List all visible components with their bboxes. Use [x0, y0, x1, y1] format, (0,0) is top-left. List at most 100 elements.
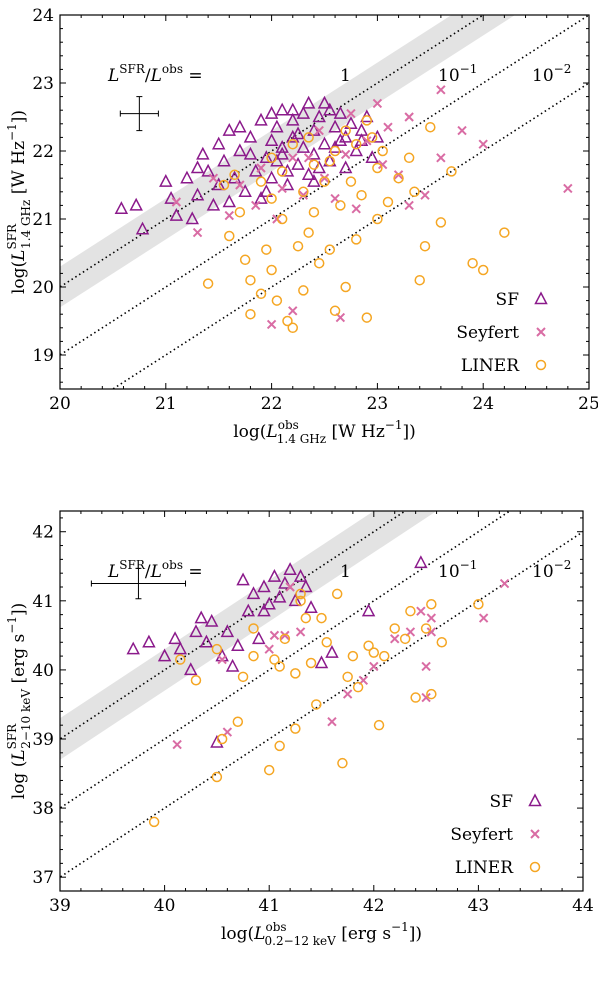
- sf-point: [257, 579, 271, 593]
- seyfert-point: [457, 125, 467, 136]
- ratio-line-0.1: [60, 15, 589, 356]
- legend-label: Seyfert: [456, 323, 519, 343]
- liner-point: [324, 155, 336, 167]
- liner-point: [345, 176, 357, 187]
- liner-point: [298, 186, 309, 198]
- legend-label: Seyfert: [450, 825, 513, 845]
- liner-point: [352, 681, 364, 693]
- sf-point: [222, 194, 237, 208]
- plot-area: [60, 511, 583, 879]
- liner-point: [321, 637, 332, 648]
- liner-point: [274, 740, 285, 752]
- liner-point: [382, 196, 394, 208]
- sf-point: [206, 197, 221, 211]
- liner-point: [340, 281, 351, 293]
- liner-point: [263, 764, 275, 776]
- liner-point: [271, 295, 283, 306]
- ticks: [59, 14, 590, 389]
- sf-point: [262, 596, 276, 610]
- liner-point: [287, 138, 299, 150]
- liner-point: [303, 132, 314, 143]
- liner-point: [290, 668, 301, 679]
- sf-point: [307, 173, 321, 187]
- sf-point: [338, 160, 353, 174]
- sf-point: [114, 201, 129, 215]
- liner-point: [409, 186, 420, 198]
- x-tick-label: 23: [367, 394, 389, 414]
- seyfert-point: [192, 227, 203, 238]
- sf-point: [254, 190, 268, 204]
- sf-point: [286, 102, 300, 116]
- series-sf: [114, 95, 385, 235]
- sf-point: [217, 153, 231, 167]
- x-tick-label: 24: [472, 394, 494, 414]
- sf-point: [142, 634, 156, 648]
- sf-point: [338, 129, 353, 143]
- seyfert-point: [266, 319, 277, 330]
- seyfert-point: [171, 197, 182, 207]
- liner-point: [347, 650, 359, 662]
- sf-point: [280, 177, 295, 191]
- sf-point: [296, 139, 311, 153]
- ratio-label-0.01: 10−2: [532, 558, 571, 582]
- liner-point: [148, 816, 160, 828]
- liner-point: [372, 162, 383, 174]
- x-tick-label: 42: [363, 896, 385, 916]
- liner-point: [324, 244, 336, 255]
- sf-point: [333, 133, 348, 147]
- liner-point: [261, 244, 272, 255]
- sf-point: [301, 167, 316, 181]
- liner-point: [393, 172, 404, 184]
- sf-point: [199, 634, 214, 648]
- sf-point: [211, 177, 226, 191]
- seyfert-point: [478, 139, 488, 149]
- liner-point: [234, 206, 246, 218]
- ratio-label-1: 1: [340, 562, 351, 582]
- sf-point: [304, 600, 318, 613]
- sf-point: [264, 170, 279, 184]
- sf-point: [275, 139, 289, 153]
- sf-point: [220, 624, 235, 638]
- liner-point: [282, 315, 293, 327]
- liner-point: [435, 217, 447, 228]
- liner-point: [295, 595, 306, 607]
- seyfert-point: [436, 85, 446, 95]
- sf-point: [349, 143, 363, 157]
- seyfert-point: [288, 306, 298, 316]
- liner-point: [425, 121, 436, 133]
- one-to-one-band: [60, 15, 515, 308]
- ratio-line-0.01: [111, 82, 589, 389]
- liner-point: [211, 643, 223, 655]
- typical-error-bar: [90, 567, 187, 600]
- seyfert-point: [362, 136, 372, 146]
- sf-point: [231, 638, 245, 651]
- sf-point: [227, 170, 242, 184]
- liner-point: [218, 179, 230, 191]
- sf-point: [135, 221, 150, 235]
- sf-point: [344, 116, 358, 130]
- liner-point: [255, 176, 267, 187]
- liner-point: [211, 771, 223, 783]
- ticks: [59, 511, 584, 892]
- y-tick-label: 22: [32, 142, 54, 162]
- legend: SF Seyfert LINER: [456, 290, 548, 376]
- x-tick-label: 43: [468, 896, 490, 916]
- sf-point: [126, 641, 140, 655]
- seyfert-point: [319, 173, 330, 183]
- liner-point: [175, 654, 186, 665]
- sf-point: [270, 153, 284, 167]
- x-tick-label: 41: [258, 896, 280, 916]
- series-seyfert: [172, 578, 510, 750]
- sf-point: [278, 575, 292, 589]
- liner-point: [303, 227, 314, 238]
- seyfert-point: [377, 159, 388, 170]
- liner-point: [426, 599, 437, 610]
- seyfert-point: [383, 122, 393, 132]
- liner-point: [399, 633, 411, 645]
- one-to-one-band: [60, 511, 437, 760]
- sf-point: [299, 579, 313, 593]
- plot-frame: [59, 14, 590, 390]
- plot-frame: [59, 510, 584, 892]
- liner-point: [403, 152, 415, 164]
- seyfert-point: [393, 170, 404, 180]
